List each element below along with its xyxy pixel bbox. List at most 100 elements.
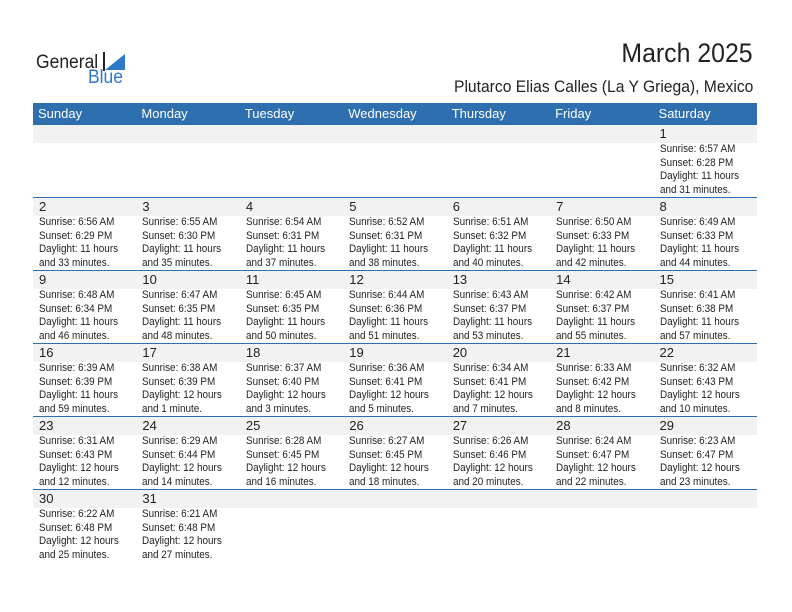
day-number: 5 — [349, 199, 357, 214]
daylight-text: Daylight: 12 hours — [349, 462, 430, 474]
sunset-text: Sunset: 6:33 PM — [556, 229, 630, 242]
day-number-band — [33, 344, 757, 362]
weekday-wednesday: Wednesday — [348, 106, 417, 121]
daylight-text: Daylight: 11 hours — [659, 243, 739, 255]
sunrise-text: Sunrise: 6:39 AM — [39, 362, 115, 374]
sunrise-text: Sunrise: 6:48 AM — [39, 289, 115, 301]
daylight-minutes-text: and 16 minutes. — [245, 475, 317, 488]
daylight-minutes-text: and 55 minutes. — [556, 329, 627, 342]
day-cell: 18 Sunrise: 6:37 AM Sunset: 6:40 PM Dayligh… — [240, 344, 343, 416]
daylight-text: Daylight: 12 hours — [452, 462, 533, 474]
empty-cell — [343, 125, 446, 197]
sunset-text: Sunset: 6:28 PM — [659, 156, 733, 169]
daylight-text: Daylight: 12 hours — [349, 389, 430, 401]
day-number: 31 — [142, 491, 157, 506]
daylight-minutes-text: and 33 minutes. — [39, 256, 110, 269]
daylight-minutes-text: and 48 minutes. — [142, 329, 213, 342]
sunset-text: Sunset: 6:48 PM — [142, 521, 216, 534]
sunset-text: Sunset: 6:37 PM — [556, 302, 630, 315]
day-cell: 22 Sunrise: 6:32 AM Sunset: 6:43 PM Dayligh… — [654, 344, 757, 416]
day-cell: 31 Sunrise: 6:21 AM Sunset: 6:48 PM Dayligh… — [136, 490, 239, 562]
daylight-text: Daylight: 12 hours — [142, 462, 223, 474]
weekday-saturday: Saturday — [658, 106, 711, 121]
sunrise-text: Sunrise: 6:22 AM — [39, 508, 115, 520]
sunset-text: Sunset: 6:44 PM — [142, 448, 216, 461]
sunrise-text: Sunrise: 6:54 AM — [245, 216, 322, 228]
empty-cell — [343, 490, 446, 562]
day-cell: 8 Sunrise: 6:49 AM Sunset: 6:33 PM Daylight… — [654, 198, 757, 270]
logo-text-blue: Blue — [88, 67, 123, 88]
daylight-minutes-text: and 53 minutes. — [452, 329, 524, 342]
daylight-minutes-text: and 46 minutes. — [39, 329, 110, 342]
sunrise-text: Sunrise: 6:43 AM — [452, 289, 529, 301]
sunrise-text: Sunrise: 6:32 AM — [659, 362, 735, 374]
sunrise-text: Sunrise: 6:44 AM — [349, 289, 425, 301]
day-cell: 20 Sunrise: 6:34 AM Sunset: 6:41 PM Dayligh… — [447, 344, 550, 416]
day-cell: 2 Sunrise: 6:56 AM Sunset: 6:29 PM Daylight… — [33, 198, 136, 270]
sunset-text: Sunset: 6:40 PM — [245, 375, 320, 388]
sunrise-text: Sunrise: 6:31 AM — [39, 435, 115, 447]
sunset-text: Sunset: 6:31 PM — [349, 229, 423, 242]
daylight-minutes-text: and 50 minutes. — [245, 329, 317, 342]
daylight-text: Daylight: 12 hours — [245, 462, 326, 474]
day-cell: 23 Sunrise: 6:31 AM Sunset: 6:43 PM Dayligh… — [33, 417, 136, 489]
daylight-text: Daylight: 11 hours — [452, 243, 532, 255]
day-number: 6 — [452, 199, 460, 214]
day-cell: 1 Sunrise: 6:57 AM Sunset: 6:28 PM Daylight… — [654, 125, 757, 197]
daylight-minutes-text: and 5 minutes. — [349, 402, 415, 415]
daylight-minutes-text: and 38 minutes. — [349, 256, 420, 269]
daylight-minutes-text: and 59 minutes. — [39, 402, 110, 415]
day-number: 28 — [556, 418, 571, 433]
sunrise-text: Sunrise: 6:41 AM — [659, 289, 735, 301]
day-cell: 21 Sunrise: 6:33 AM Sunset: 6:42 PM Dayligh… — [550, 344, 653, 416]
sunset-text: Sunset: 6:45 PM — [245, 448, 320, 461]
sunrise-text: Sunrise: 6:21 AM — [142, 508, 218, 520]
sunset-text: Sunset: 6:30 PM — [142, 229, 216, 242]
sunset-text: Sunset: 6:47 PM — [659, 448, 733, 461]
day-number: 4 — [245, 199, 254, 214]
daylight-text: Daylight: 12 hours — [452, 389, 533, 401]
day-number: 27 — [452, 418, 468, 433]
sunrise-text: Sunrise: 6:38 AM — [142, 362, 218, 374]
day-number: 17 — [142, 345, 157, 360]
empty-cell — [136, 125, 239, 197]
calendar-grid: Sunday Monday Tuesday Wednesday Thursday Frid… — [33, 103, 757, 562]
daylight-text: Daylight: 11 hours — [245, 243, 325, 255]
day-cell: 15 Sunrise: 6:41 AM Sunset: 6:38 PM Dayligh… — [654, 271, 757, 343]
day-number-band — [33, 198, 757, 216]
sunrise-text: Sunrise: 6:45 AM — [245, 289, 322, 301]
day-cell: 11 Sunrise: 6:45 AM Sunset: 6:35 PM Dayligh… — [240, 271, 343, 343]
empty-cell — [240, 125, 343, 197]
sunrise-text: Sunrise: 6:27 AM — [349, 435, 425, 447]
sunrise-text: Sunrise: 6:34 AM — [452, 362, 529, 374]
daylight-minutes-text: and 37 minutes. — [245, 256, 317, 269]
daylight-text: Daylight: 11 hours — [142, 243, 222, 255]
daylight-minutes-text: and 44 minutes. — [659, 256, 730, 269]
weekday-sunday: Sunday — [38, 106, 83, 121]
daylight-minutes-text: and 42 minutes. — [556, 256, 627, 269]
weekday-monday: Monday — [141, 106, 188, 121]
daylight-minutes-text: and 27 minutes. — [142, 548, 213, 561]
sunrise-text: Sunrise: 6:33 AM — [556, 362, 632, 374]
daylight-text: Daylight: 11 hours — [452, 316, 532, 328]
daylight-minutes-text: and 7 minutes. — [452, 402, 518, 415]
sunrise-text: Sunrise: 6:26 AM — [452, 435, 529, 447]
day-number: 1 — [659, 126, 667, 141]
daylight-text: Daylight: 11 hours — [556, 243, 636, 255]
day-cell: 10 Sunrise: 6:47 AM Sunset: 6:35 PM Dayligh… — [136, 271, 239, 343]
daylight-text: Daylight: 11 hours — [349, 316, 429, 328]
daylight-text: Daylight: 12 hours — [39, 535, 119, 547]
daylight-minutes-text: and 51 minutes. — [349, 329, 420, 342]
weeks: 1 Sunrise: 6:57 AM Sunset: 6:28 PM Daylight… — [33, 125, 757, 562]
sunset-text: Sunset: 6:39 PM — [142, 375, 216, 388]
daylight-minutes-text: and 20 minutes. — [452, 475, 524, 488]
day-number: 19 — [349, 345, 364, 360]
day-number: 16 — [39, 345, 54, 360]
weekday-header: Sunday Monday Tuesday Wednesday Thursday Frid… — [33, 103, 757, 125]
day-cell: 14 Sunrise: 6:42 AM Sunset: 6:37 PM Dayligh… — [550, 271, 653, 343]
sunset-text: Sunset: 6:31 PM — [245, 229, 320, 242]
day-cell: 25 Sunrise: 6:28 AM Sunset: 6:45 PM Dayligh… — [240, 417, 343, 489]
day-number: 13 — [452, 272, 468, 287]
day-cell: 4 Sunrise: 6:54 AM Sunset: 6:31 PM Daylight… — [240, 198, 343, 270]
